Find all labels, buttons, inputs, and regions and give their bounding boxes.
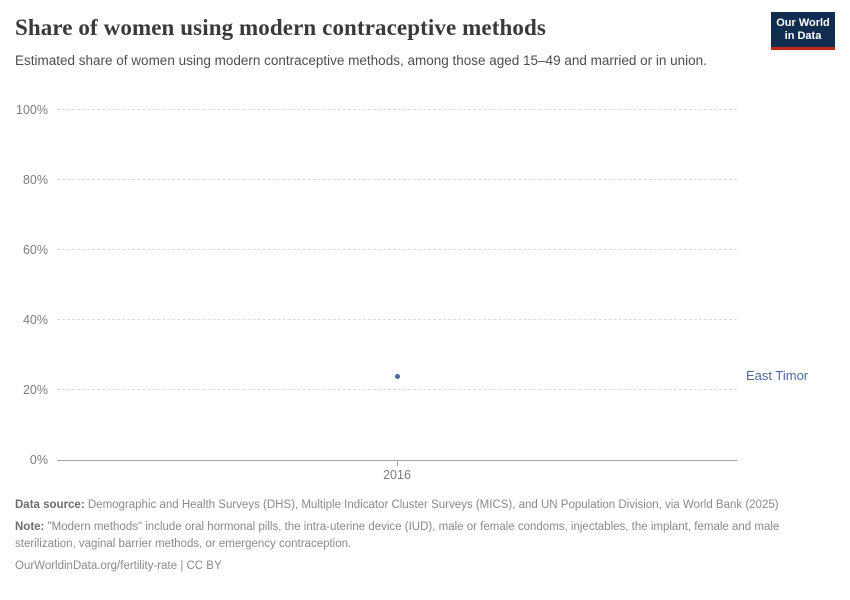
y-axis-tick-label: 80% <box>22 173 48 187</box>
y-axis-tick-label: 0% <box>29 453 48 467</box>
note-label: Note: <box>15 520 45 533</box>
gridline <box>57 319 737 320</box>
gridline <box>57 179 737 180</box>
data-point[interactable] <box>394 373 400 379</box>
y-axis-tick-label: 40% <box>22 313 48 327</box>
entity-label[interactable]: East Timor <box>746 368 809 383</box>
citation-link[interactable]: OurWorldinData.org/fertility-rate | CC B… <box>15 559 222 572</box>
x-axis-tick-label: 2016 <box>383 468 411 482</box>
data-source-label: Data source: <box>15 499 85 511</box>
owid-logo-line1: Our World <box>776 16 830 29</box>
y-axis-tick-label: 60% <box>22 243 48 257</box>
owid-logo[interactable]: Our World in Data <box>771 12 835 50</box>
note-text: "Modern methods" include oral hormonal p… <box>15 520 780 551</box>
y-axis-tick-label: 100% <box>16 103 48 117</box>
data-source-text: Demographic and Health Surveys (DHS), Mu… <box>84 499 779 511</box>
gridline <box>57 109 737 110</box>
gridline <box>57 249 737 250</box>
gridline <box>57 389 737 390</box>
owid-logo-line2: in Data <box>784 29 822 42</box>
x-axis-tick-mark <box>397 461 398 466</box>
y-axis-tick-label: 20% <box>22 383 48 397</box>
x-axis-line <box>57 460 737 461</box>
chart-subtitle: Estimated share of women using modern co… <box>15 53 707 68</box>
chart-title: Share of women using modern contraceptiv… <box>15 15 546 40</box>
note-line: Note: "Modern methods" include oral horm… <box>15 519 815 554</box>
chart-footer: Data source: Demographic and Health Surv… <box>15 497 815 575</box>
data-source-line: Data source: Demographic and Health Surv… <box>15 497 815 515</box>
